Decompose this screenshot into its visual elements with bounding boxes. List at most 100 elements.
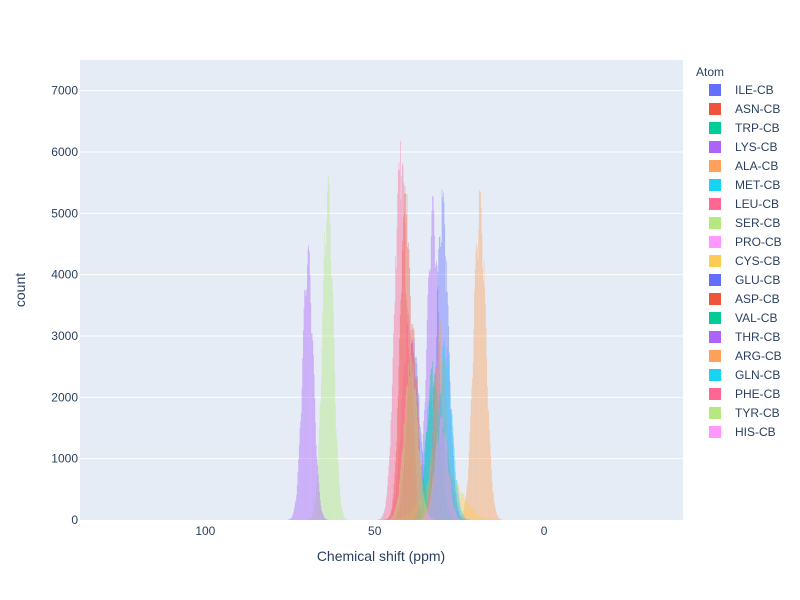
histogram-bar — [483, 260, 485, 520]
histogram-bar — [402, 449, 403, 520]
histogram-bar — [380, 518, 382, 520]
histogram-bar — [302, 330, 304, 520]
histogram-bar — [424, 518, 426, 520]
series-gln-cb — [420, 340, 471, 520]
histogram-bar — [467, 479, 469, 520]
legend-item-val-cb[interactable]: VAL-CB — [709, 311, 777, 325]
histogram-bar — [425, 514, 427, 520]
histogram-bar — [426, 509, 428, 520]
legend-item-thr-cb[interactable]: THR-CB — [709, 330, 780, 344]
legend-item-lys-cb[interactable]: LYS-CB — [709, 140, 777, 154]
legend-item-met-cb[interactable]: MET-CB — [709, 178, 780, 192]
legend-item-gln-cb[interactable]: GLN-CB — [709, 368, 780, 382]
histogram-bar — [446, 411, 447, 520]
histogram-bar — [446, 260, 448, 520]
histogram-bar — [317, 474, 319, 520]
histogram-bar — [404, 515, 406, 520]
histogram-bar — [442, 479, 444, 520]
histogram-bar — [450, 486, 452, 520]
legend-item-ile-cb[interactable]: ILE-CB — [709, 83, 774, 97]
histogram-bar — [346, 519, 347, 520]
histogram-bar — [398, 518, 400, 520]
histogram-bar — [466, 485, 468, 520]
histogram-bar — [341, 509, 343, 520]
histogram-bar — [462, 493, 464, 520]
histogram-bar — [395, 518, 397, 520]
histogram-bar — [471, 387, 473, 520]
histogram-bar — [430, 500, 432, 520]
histogram-bar — [450, 477, 452, 520]
histogram-bar — [416, 420, 418, 520]
histogram-bar — [423, 476, 425, 520]
histogram-bar — [438, 427, 439, 520]
histogram-bar — [494, 504, 496, 520]
histogram-bar — [320, 505, 322, 520]
histogram-bar — [405, 193, 406, 520]
histogram-bar — [476, 513, 478, 520]
histogram-bar — [432, 361, 433, 520]
histogram-bar — [431, 368, 433, 520]
histogram-bar — [429, 271, 431, 520]
legend-item-cys-cb[interactable]: CYS-CB — [709, 254, 780, 268]
legend-item-tyr-cb[interactable]: TYR-CB — [709, 406, 780, 420]
legend-item-asn-cb[interactable]: ASN-CB — [709, 102, 780, 116]
legend-label: ARG-CB — [735, 349, 782, 363]
histogram-bar — [443, 465, 444, 520]
histogram-bar — [413, 390, 415, 520]
histogram-bar — [445, 474, 446, 520]
histogram-bar — [432, 491, 434, 520]
histogram-bar — [448, 518, 450, 520]
histogram-bar — [456, 501, 458, 520]
histogram-bar — [422, 477, 424, 520]
histogram-bar — [419, 460, 420, 520]
histogram-bar — [394, 497, 396, 520]
legend-item-pro-cb[interactable]: PRO-CB — [709, 235, 782, 249]
histogram-bar — [442, 428, 444, 520]
legend-label: LYS-CB — [735, 140, 777, 154]
histogram-bar — [432, 487, 433, 520]
histogram-bar — [391, 519, 393, 520]
histogram-bar — [434, 235, 435, 520]
histogram-bar — [447, 292, 448, 520]
legend-item-asp-cb[interactable]: ASP-CB — [709, 292, 780, 306]
histogram-bar — [416, 491, 418, 520]
histogram-bar — [431, 518, 432, 520]
histogram-bar — [455, 513, 457, 520]
histogram-bar — [458, 515, 460, 520]
histogram-bar — [428, 490, 430, 520]
histogram-bar — [436, 290, 438, 520]
histogram-bar — [326, 219, 328, 520]
legend-item-trp-cb[interactable]: TRP-CB — [709, 121, 780, 135]
histogram-bar — [422, 484, 424, 520]
histogram-bar — [338, 474, 340, 520]
histogram-bar — [336, 438, 338, 520]
histogram-bar — [423, 498, 425, 520]
histogram-bar — [432, 385, 434, 520]
histogram-bar — [434, 374, 435, 520]
histogram-bar — [481, 516, 482, 520]
histogram-bar — [313, 374, 315, 520]
histogram-bar — [430, 470, 432, 520]
histogram-bar — [443, 340, 445, 520]
legend-item-glu-cb[interactable]: GLU-CB — [709, 273, 780, 287]
histogram-bars — [287, 140, 504, 521]
histogram-bar — [480, 207, 482, 521]
histogram-bar — [490, 455, 492, 520]
histogram-bar — [399, 517, 401, 520]
histogram-bar — [426, 512, 428, 520]
histogram-bar — [432, 408, 434, 520]
legend-item-arg-cb[interactable]: ARG-CB — [709, 349, 782, 363]
histogram-bar — [420, 519, 422, 520]
histogram-bar — [313, 508, 315, 520]
legend-item-phe-cb[interactable]: PHE-CB — [709, 387, 780, 401]
legend-item-ala-cb[interactable]: ALA-CB — [709, 159, 778, 173]
legend-item-leu-cb[interactable]: LEU-CB — [709, 197, 779, 211]
histogram-bar — [392, 519, 394, 520]
histogram-bar — [324, 244, 326, 520]
histogram-bar — [447, 505, 449, 520]
legend-item-his-cb[interactable]: HIS-CB — [709, 425, 776, 439]
histogram-bar — [491, 519, 493, 520]
legend[interactable]: Atom ILE-CB ASN-CB TRP-CB LYS-CB ALA-CB MET-C… — [696, 65, 782, 439]
histogram-bar — [421, 478, 423, 520]
legend-item-ser-cb[interactable]: SER-CB — [709, 216, 780, 230]
